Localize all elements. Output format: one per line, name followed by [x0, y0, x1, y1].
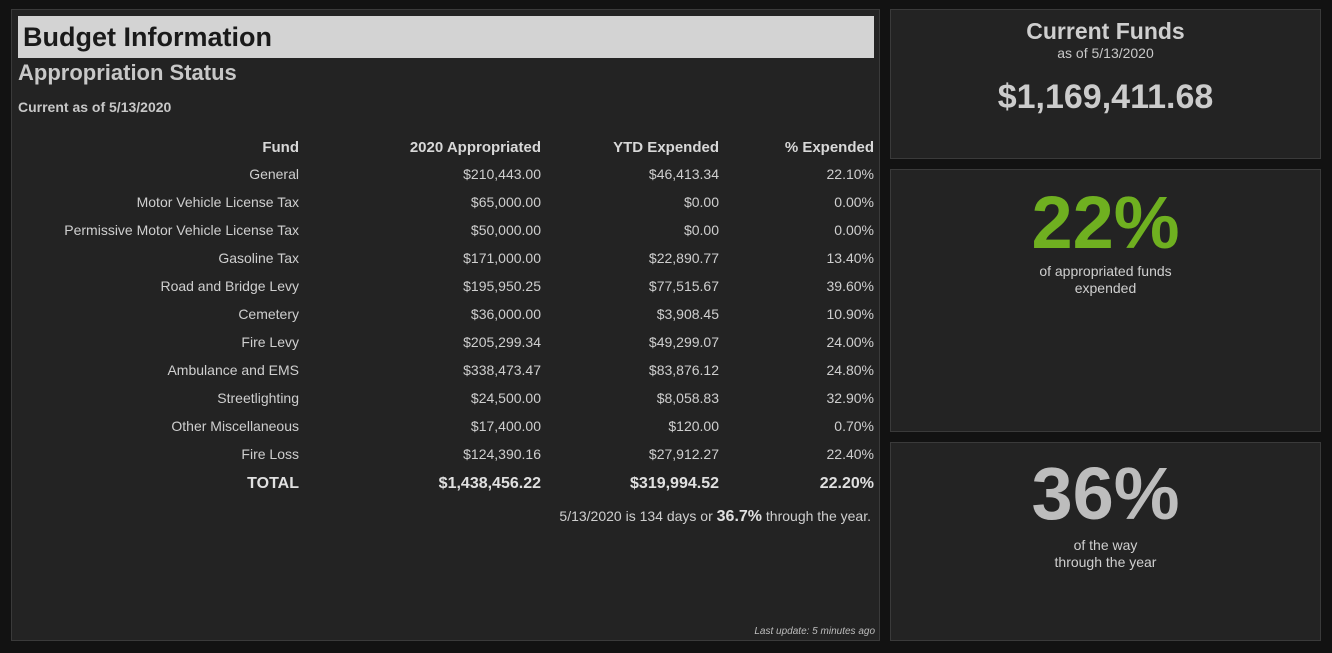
cell-fund-name: Cemetery [238, 306, 299, 322]
budget-table: Fund 2020 Appropriated YTD Expended % Ex… [16, 134, 874, 500]
percent-year-caption: of the way through the year [891, 537, 1320, 571]
table-row: Fire Loss $124,390.16 $27,912.27 22.40% [16, 440, 874, 468]
cell-fund-name: Fire Loss [241, 446, 299, 462]
cell-ytd-expended: $27,912.27 [648, 446, 719, 462]
note-suffix: through the year. [762, 508, 871, 524]
cell-appropriated: $65,000.00 [470, 194, 541, 210]
percent-year-value: 36% [1031, 452, 1180, 535]
cell-pct-expended: 24.80% [826, 362, 874, 378]
cell-pct-expended: 0.00% [834, 222, 874, 238]
cell-appropriated: $338,473.47 [463, 362, 541, 378]
table-row: Motor Vehicle License Tax $65,000.00 $0.00… [16, 188, 874, 216]
table-row: Gasoline Tax $171,000.00 $22,890.77 13.40% [16, 244, 874, 272]
total-appropriated: $1,438,456.22 [438, 475, 541, 492]
cell-ytd-expended: $49,299.07 [648, 334, 719, 350]
as-of-date: Current as of 5/13/2020 [18, 99, 172, 115]
cell-appropriated: $24,500.00 [470, 390, 541, 406]
total-ytd-expended: $319,994.52 [630, 475, 719, 492]
cell-ytd-expended: $8,058.83 [656, 390, 719, 406]
note-prefix: 5/13/2020 is 134 days or [559, 508, 717, 524]
cell-appropriated: $205,299.34 [463, 334, 541, 350]
cell-pct-expended: 39.60% [826, 278, 874, 294]
cell-ytd-expended: $0.00 [683, 194, 719, 210]
total-label: TOTAL [247, 475, 299, 492]
cell-appropriated: $210,443.00 [463, 166, 541, 182]
percent-year-panel: 36% of the way through the year [890, 442, 1321, 641]
cell-appropriated: $50,000.00 [470, 222, 541, 238]
percent-year-caption-line1: of the way [1073, 537, 1138, 553]
cell-ytd-expended: $3,908.45 [656, 306, 719, 322]
percent-expended-panel: 22% of appropriated funds expended [890, 169, 1321, 432]
percent-expended-caption: of appropriated funds expended [891, 263, 1320, 297]
cell-pct-expended: 13.40% [826, 250, 874, 266]
table-row: General $210,443.00 $46,413.34 22.10% [16, 160, 874, 188]
cell-appropriated: $36,000.00 [470, 306, 541, 322]
cell-pct-expended: 32.90% [826, 390, 874, 406]
column-header-ytd-expended: YTD Expended [613, 138, 719, 156]
cell-ytd-expended: $0.00 [683, 222, 719, 238]
total-row: TOTAL $1,438,456.22 $319,994.52 22.20% [16, 468, 874, 500]
cell-ytd-expended: $83,876.12 [648, 362, 719, 378]
cell-appropriated: $17,400.00 [470, 418, 541, 434]
percent-year-caption-line2: through the year [1054, 554, 1157, 570]
page-title: Budget Information [18, 16, 874, 58]
column-header-fund: Fund [262, 138, 299, 156]
current-funds-panel: Current Funds as of 5/13/2020 $1,169,411… [890, 9, 1321, 159]
cell-fund-name: Streetlighting [217, 390, 299, 406]
total-pct-expended: 22.20% [819, 475, 874, 492]
cell-pct-expended: 22.10% [826, 166, 874, 182]
column-header-appropriated: 2020 Appropriated [409, 138, 541, 156]
table-row: Other Miscellaneous $17,400.00 $120.00 0.70… [16, 412, 874, 440]
cell-appropriated: $124,390.16 [463, 446, 541, 462]
section-subtitle: Appropriation Status [18, 60, 237, 85]
current-funds-value: $1,169,411.68 [997, 78, 1214, 116]
cell-appropriated: $195,950.25 [463, 278, 541, 294]
cell-pct-expended: 22.40% [826, 446, 874, 462]
table-row: Ambulance and EMS $338,473.47 $83,876.12 24… [16, 356, 874, 384]
current-funds-date: as of 5/13/2020 [1057, 45, 1154, 61]
cell-fund-name: Road and Bridge Levy [160, 278, 299, 294]
last-update: Last update: 5 minutes ago [754, 626, 875, 637]
cell-pct-expended: 24.00% [826, 334, 874, 350]
table-row: Cemetery $36,000.00 $3,908.45 10.90% [16, 300, 874, 328]
cell-pct-expended: 10.90% [826, 306, 874, 322]
cell-appropriated: $171,000.00 [463, 250, 541, 266]
percent-expended-value: 22% [1031, 181, 1180, 264]
current-funds-title: Current Funds [1026, 18, 1185, 44]
column-header-pct-expended: % Expended [784, 138, 874, 156]
note-percent: 36.7% [716, 508, 763, 525]
cell-fund-name: Ambulance and EMS [167, 362, 299, 378]
percent-expended-caption-line2: expended [1074, 280, 1137, 296]
cell-fund-name: Permissive Motor Vehicle License Tax [64, 222, 299, 238]
table-row: Fire Levy $205,299.34 $49,299.07 24.00% [16, 328, 874, 356]
cell-fund-name: Motor Vehicle License Tax [136, 194, 299, 210]
table-row: Permissive Motor Vehicle License Tax $50,… [16, 216, 874, 244]
cell-pct-expended: 0.70% [834, 418, 874, 434]
cell-pct-expended: 0.00% [834, 194, 874, 210]
cell-ytd-expended: $77,515.67 [648, 278, 719, 294]
year-progress-note: 5/13/2020 is 134 days or 36.7% through t… [559, 508, 871, 526]
budget-panel: Budget Information Appropriation Status … [11, 9, 880, 641]
cell-fund-name: Gasoline Tax [218, 250, 299, 266]
table-row: Streetlighting $24,500.00 $8,058.83 32.90% [16, 384, 874, 412]
cell-fund-name: Fire Levy [241, 334, 299, 350]
cell-fund-name: Other Miscellaneous [171, 418, 299, 434]
cell-ytd-expended: $120.00 [668, 418, 719, 434]
percent-expended-caption-line1: of appropriated funds [1039, 263, 1172, 279]
table-header-row: Fund 2020 Appropriated YTD Expended % Ex… [16, 134, 874, 160]
table-row: Road and Bridge Levy $195,950.25 $77,515.6… [16, 272, 874, 300]
cell-fund-name: General [249, 166, 299, 182]
cell-ytd-expended: $22,890.77 [648, 250, 719, 266]
cell-ytd-expended: $46,413.34 [648, 166, 719, 182]
